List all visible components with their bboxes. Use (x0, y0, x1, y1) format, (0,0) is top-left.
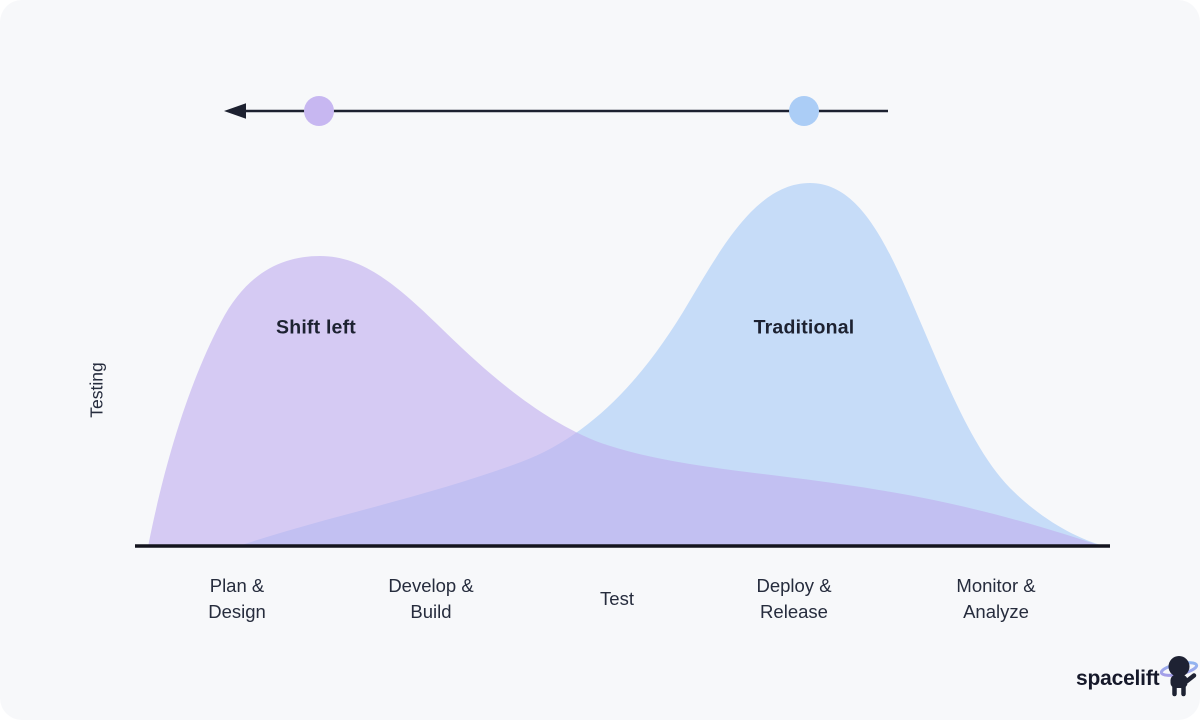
traditional-dot (789, 96, 819, 126)
x-label-develop-build: Develop & Build (388, 575, 474, 622)
shift-left-dot (304, 96, 334, 126)
x-label-deploy-release: Deploy & Release (756, 575, 832, 622)
spacelift-logo: spacelift (1076, 656, 1200, 700)
arrowhead-left-icon (224, 103, 246, 119)
spacelift-astronaut-icon (1160, 656, 1199, 697)
x-label-test: Test (600, 588, 634, 609)
shift-left-curve (148, 256, 1104, 547)
shift-left-label: Shift left (276, 316, 356, 339)
spacelift-logo-text: spacelift (1076, 667, 1160, 690)
area-curves (135, 183, 1110, 548)
traditional-label: Traditional (753, 316, 855, 339)
traditional-curve (236, 183, 1108, 547)
y-axis-label: Testing (86, 362, 107, 418)
shift-left-arrow (224, 96, 888, 126)
x-label-monitor-analyze: Monitor & Analyze (956, 575, 1036, 622)
x-label-plan-design: Plan & Design (208, 575, 266, 622)
